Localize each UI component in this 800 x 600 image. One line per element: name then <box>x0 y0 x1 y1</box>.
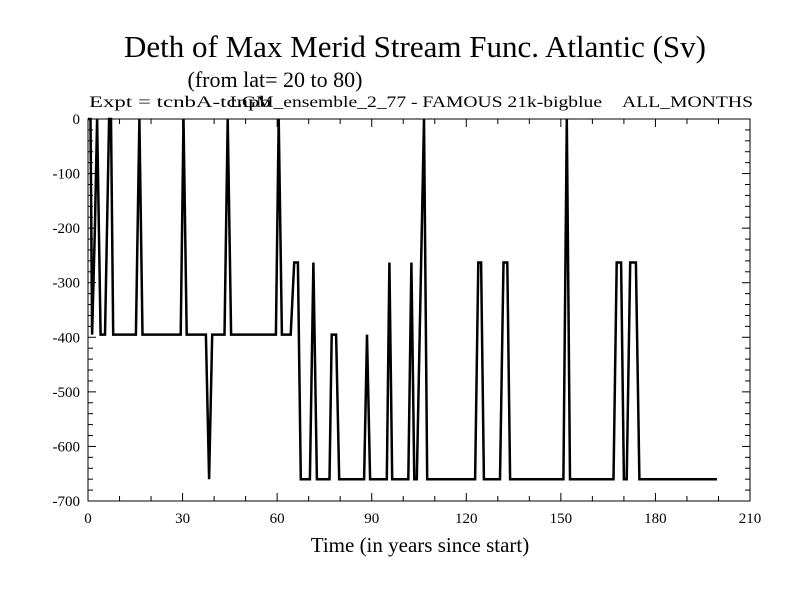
x-tick-label: 210 <box>739 511 762 527</box>
x-axis-label: Time (in years since start) <box>311 533 530 557</box>
y-tick-label: -500 <box>53 385 81 401</box>
x-tick-label: 90 <box>364 511 379 527</box>
x-tick-label: 120 <box>455 511 478 527</box>
chart-title: Deth of Max Merid Stream Func. Atlantic … <box>124 29 706 64</box>
y-tick-label: -200 <box>53 221 81 237</box>
expt-name: LGM_ensemble_2_77 - FAMOUS 21k-bigblue <box>230 94 602 111</box>
expt-label: Expt = tcnbA-tcnpb <box>89 94 271 111</box>
y-tick-label: -400 <box>53 330 81 346</box>
x-tick-label: 180 <box>644 511 667 527</box>
y-tick-label: -700 <box>53 494 81 510</box>
tick-labels: 0 30 60 90 120 150 180 210 0 -100 -200 -300 -400 -500… <box>53 112 762 527</box>
x-tick-label: 0 <box>84 511 92 527</box>
x-tick-label: 150 <box>550 511 573 527</box>
chart-subtitle: (from lat= 20 to 80) <box>188 67 363 92</box>
y-tick-label: 0 <box>73 112 81 128</box>
plot-frame <box>87 118 751 502</box>
axes <box>87 118 751 502</box>
y-tick-label: -600 <box>53 439 81 455</box>
x-tick-label: 60 <box>270 511 285 527</box>
months-label: ALL_MONTHS <box>622 94 753 111</box>
x-tick-label: 30 <box>175 511 190 527</box>
series-line-depth <box>88 117 717 481</box>
y-tick-label: -100 <box>53 167 81 183</box>
y-tick-label: -300 <box>53 276 81 292</box>
